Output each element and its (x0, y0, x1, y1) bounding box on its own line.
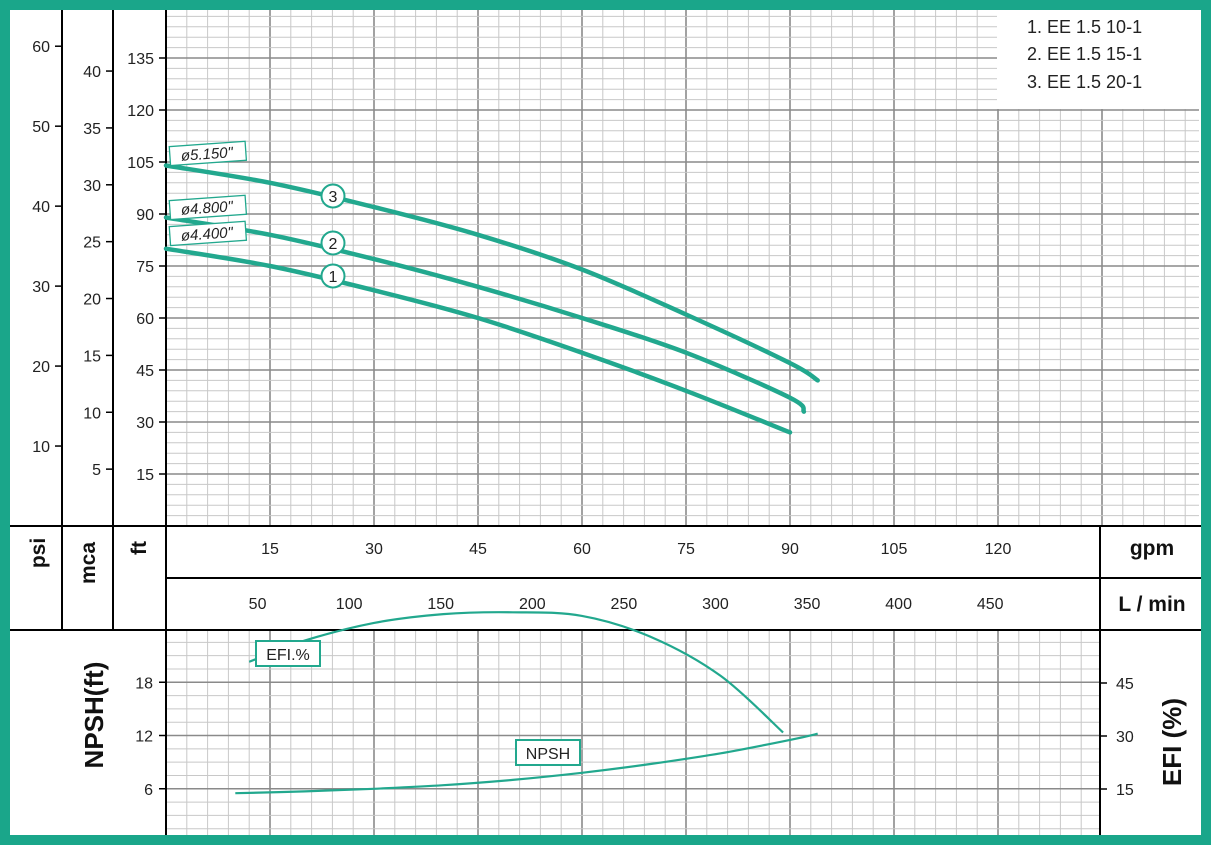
tick-label-psi: 50 (32, 119, 50, 136)
legend: 1. EE 1.5 10-1 2. EE 1.5 15-1 3. EE 1.5 … (997, 10, 1199, 109)
head-curve-1 (163, 246, 793, 435)
tick-label-gpm: 30 (365, 541, 383, 558)
series-marker-3 (320, 183, 346, 209)
tick-label-ft: 30 (136, 415, 154, 432)
diameter-tag-1: ø4.400" (168, 220, 248, 247)
diameter-label: ø4.800" (180, 198, 234, 219)
tick-label-gpm: 90 (781, 541, 799, 558)
tick-label-mca: 20 (83, 292, 101, 309)
diameter-box (168, 220, 248, 247)
tick-label-mca: 15 (83, 348, 101, 365)
tick-label-ft: 105 (127, 155, 154, 172)
tick-label-ft: 120 (127, 103, 154, 120)
tick-label-lpm: 200 (519, 596, 546, 613)
tick-label-lpm: 450 (977, 596, 1004, 613)
tick-label-psi: 40 (32, 199, 50, 216)
npsh-tag-label: NPSH (526, 746, 570, 763)
tick-label-ft: 60 (136, 311, 154, 328)
diameter-label: ø5.150" (180, 144, 234, 165)
head-curve-3 (163, 163, 820, 383)
npsh-tag-box (515, 739, 581, 766)
unit-npsh: NPSH(ft) (79, 662, 109, 769)
legend-box (997, 10, 1199, 109)
diameter-tag-3: ø5.150" (168, 140, 248, 167)
grid-layer (165, 10, 1199, 835)
tick-label-lpm: 100 (336, 596, 363, 613)
tick-label-mca: 25 (83, 235, 101, 252)
tick-label-ft: 90 (136, 207, 154, 224)
tick-label-ft: 45 (136, 363, 154, 380)
series-marker-label: 1 (329, 269, 338, 286)
tick-label-efi: 15 (1116, 782, 1134, 799)
series-marker-2 (320, 230, 346, 256)
tick-label-ft: 15 (136, 467, 154, 484)
labels-layer: 1530456075901051201355101520253035401020… (27, 39, 1187, 799)
tick-label-lpm: 350 (794, 596, 821, 613)
tick-label-lpm: 400 (885, 596, 912, 613)
unit-psi: psi (27, 538, 50, 568)
efficiency-curve (248, 611, 784, 734)
tick-label-psi: 60 (32, 39, 50, 56)
tick-label-mca: 30 (83, 178, 101, 195)
efi-tag-box (255, 640, 321, 667)
curves-layer (163, 163, 820, 795)
tick-label-psi: 10 (32, 439, 50, 456)
tick-label-lpm: 50 (249, 596, 267, 613)
head-curve-2 (163, 215, 807, 414)
diameter-tag-2: ø4.800" (168, 194, 248, 221)
diameter-box (168, 194, 248, 221)
tick-label-mca: 5 (92, 462, 101, 479)
npsh-curve (235, 732, 818, 795)
tick-label-mca: 10 (83, 405, 101, 422)
tick-label-lpm: 250 (611, 596, 638, 613)
unit-gpm: gpm (1130, 537, 1174, 560)
tick-label-psi: 20 (32, 359, 50, 376)
unit-lpm: L / min (1118, 593, 1185, 616)
tick-label-mca: 40 (83, 64, 101, 81)
unit-efi: EFI (%) (1157, 698, 1187, 786)
legend-entry-3: 3. EE 1.5 20-1 (1027, 72, 1142, 92)
legend-entry-2: 2. EE 1.5 15-1 (1027, 44, 1142, 64)
tick-label-gpm: 75 (677, 541, 695, 558)
series-marker-1 (320, 263, 346, 289)
legend-entry-1: 1. EE 1.5 10-1 (1027, 17, 1142, 37)
series-marker-label: 3 (329, 189, 338, 206)
diameter-box (168, 140, 248, 167)
tick-label-ft: 135 (127, 51, 154, 68)
unit-mca: mca (77, 542, 100, 584)
tick-label-efi: 45 (1116, 676, 1134, 693)
tick-label-gpm: 60 (573, 541, 591, 558)
tick-label-lpm: 150 (427, 596, 454, 613)
tick-label-mca: 35 (83, 121, 101, 138)
tick-label-gpm: 120 (985, 541, 1012, 558)
tick-label-npsh: 18 (135, 675, 153, 692)
series-marker-label: 2 (329, 236, 338, 253)
unit-ft: ft (128, 541, 151, 555)
tick-label-lpm: 300 (702, 596, 729, 613)
tick-label-ft: 75 (136, 259, 154, 276)
diameter-label: ø4.400" (180, 224, 234, 245)
tick-label-psi: 30 (32, 279, 50, 296)
axes-layer (5, 5, 1206, 840)
efi-tag-label: EFI.% (266, 647, 310, 664)
tick-label-npsh: 12 (135, 729, 153, 746)
tick-label-gpm: 45 (469, 541, 487, 558)
tick-label-gpm: 15 (261, 541, 279, 558)
tick-label-npsh: 6 (144, 782, 153, 799)
tick-label-efi: 30 (1116, 729, 1134, 746)
tick-label-gpm: 105 (881, 541, 908, 558)
